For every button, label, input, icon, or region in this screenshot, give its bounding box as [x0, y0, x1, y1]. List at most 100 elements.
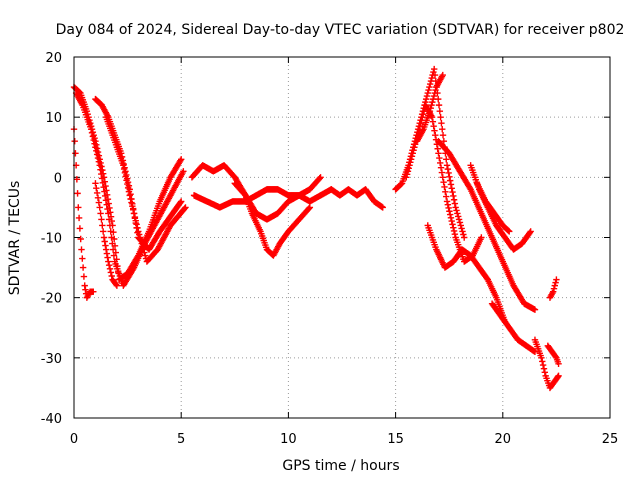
- data-point: [420, 110, 427, 118]
- data-point: [459, 228, 466, 235]
- data-point: [457, 222, 464, 229]
- data-point: [425, 86, 432, 94]
- data-point: [110, 252, 118, 259]
- data-point: [549, 288, 557, 295]
- data-point: [439, 174, 446, 181]
- data-point: [552, 279, 559, 286]
- data-point: [539, 361, 547, 369]
- data-point: [453, 207, 460, 214]
- data-point: [404, 168, 412, 175]
- data-point: [437, 113, 444, 121]
- series-arc-21: [413, 71, 446, 145]
- data-point: [103, 250, 111, 257]
- data-point: [539, 358, 546, 365]
- data-point: [108, 272, 115, 280]
- data-point: [407, 156, 415, 163]
- data-point: [446, 173, 453, 180]
- data-point: [106, 265, 114, 272]
- data-point: [75, 214, 83, 222]
- data-point: [434, 145, 441, 152]
- data-point: [538, 354, 545, 362]
- data-point: [428, 101, 435, 109]
- data-point: [451, 200, 459, 207]
- x-axis-label: GPS time / hours: [282, 458, 399, 474]
- data-point: [113, 282, 121, 289]
- data-point: [403, 171, 411, 178]
- x-tick-label: 0: [70, 432, 78, 447]
- data-point: [130, 210, 138, 217]
- data-point: [454, 210, 461, 217]
- data-point: [130, 265, 137, 273]
- data-point: [419, 113, 426, 121]
- data-point: [407, 159, 414, 166]
- data-point: [431, 127, 438, 134]
- data-point: [541, 369, 549, 376]
- data-point: [554, 373, 562, 381]
- data-point: [429, 98, 436, 106]
- data-point: [137, 237, 145, 244]
- data-point: [126, 192, 133, 199]
- data-point: [443, 162, 451, 169]
- data-point: [98, 175, 106, 182]
- data-point: [102, 197, 110, 204]
- data-point: [445, 169, 452, 177]
- x-tick-label: 20: [495, 432, 512, 447]
- data-point: [99, 228, 107, 235]
- data-point: [444, 201, 452, 208]
- data-point: [426, 83, 433, 91]
- data-point: [450, 224, 457, 231]
- x-tick-label: 15: [387, 432, 404, 447]
- data-point: [97, 210, 104, 217]
- data-point: [446, 211, 454, 218]
- data-point: [81, 282, 88, 289]
- data-point: [417, 119, 424, 127]
- data-point: [435, 150, 442, 157]
- data-point: [93, 184, 100, 192]
- data-point: [109, 246, 117, 253]
- data-point: [448, 217, 455, 225]
- data-point: [449, 221, 456, 228]
- data-point: [427, 104, 434, 112]
- series-arc-08: [190, 186, 335, 211]
- data-point: [444, 165, 452, 173]
- plot-frame: [73, 56, 611, 419]
- data-point: [93, 151, 101, 158]
- data-point: [431, 89, 438, 97]
- data-point: [439, 126, 446, 133]
- data-point: [411, 144, 418, 151]
- data-point: [109, 240, 116, 247]
- y-tick-label: -20: [41, 292, 62, 307]
- data-point: [432, 132, 439, 139]
- data-point: [426, 80, 434, 88]
- data-point: [438, 169, 446, 176]
- data-point: [101, 192, 109, 200]
- data-point: [101, 188, 108, 195]
- data-point: [95, 199, 103, 206]
- data-point: [112, 281, 120, 288]
- data-point: [104, 205, 111, 213]
- data-point: [120, 162, 127, 169]
- data-point: [90, 288, 97, 295]
- data-point: [439, 132, 447, 139]
- data-point: [131, 213, 139, 221]
- data-point: [429, 95, 437, 103]
- data-point: [422, 95, 430, 103]
- data-point: [460, 231, 467, 238]
- y-tick-label: -10: [41, 232, 62, 247]
- data-point: [447, 181, 455, 188]
- data-point: [99, 179, 107, 187]
- data-point: [551, 282, 558, 289]
- data-point: [73, 176, 81, 183]
- data-point: [555, 360, 562, 368]
- data-point: [87, 126, 95, 133]
- data-points: [70, 65, 562, 392]
- data-point: [178, 198, 185, 205]
- data-point: [505, 227, 512, 234]
- x-tick-label: 5: [177, 432, 185, 447]
- data-point: [129, 206, 137, 214]
- data-point: [107, 228, 114, 235]
- series-arc-09: [231, 174, 324, 223]
- data-point: [123, 177, 130, 184]
- data-point: [103, 201, 110, 208]
